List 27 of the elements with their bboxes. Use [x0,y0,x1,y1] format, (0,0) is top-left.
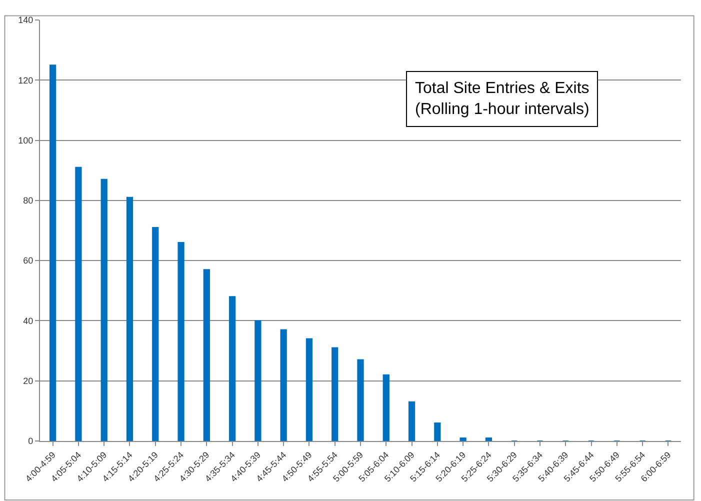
bar [382,374,390,441]
y-tick-label: 40 [23,316,34,326]
y-tick-label: 80 [23,196,34,206]
text: Total Site Entries & Exits (Rolling 1-hour intervals) [415,80,590,118]
y-tick-label: 120 [18,75,34,86]
bar [228,296,236,441]
bar [126,196,134,441]
bar [178,242,184,441]
y-tick-label: 100 [18,135,34,146]
bar [152,226,159,441]
bar [408,401,416,441]
bar [357,359,364,441]
bar [203,269,210,441]
bar [485,437,492,441]
bar [254,320,262,441]
bar [75,166,82,441]
y-tick-label: 140 [18,15,34,26]
y-tick-label: 60 [23,256,34,266]
bar [332,347,338,441]
y-tick-label: 0 [28,436,34,446]
bar [460,437,466,441]
bar [100,178,108,441]
bar [306,338,313,441]
bar [434,422,441,441]
y-tick-label: 20 [23,376,34,386]
bar [280,329,287,441]
bar [50,64,56,441]
